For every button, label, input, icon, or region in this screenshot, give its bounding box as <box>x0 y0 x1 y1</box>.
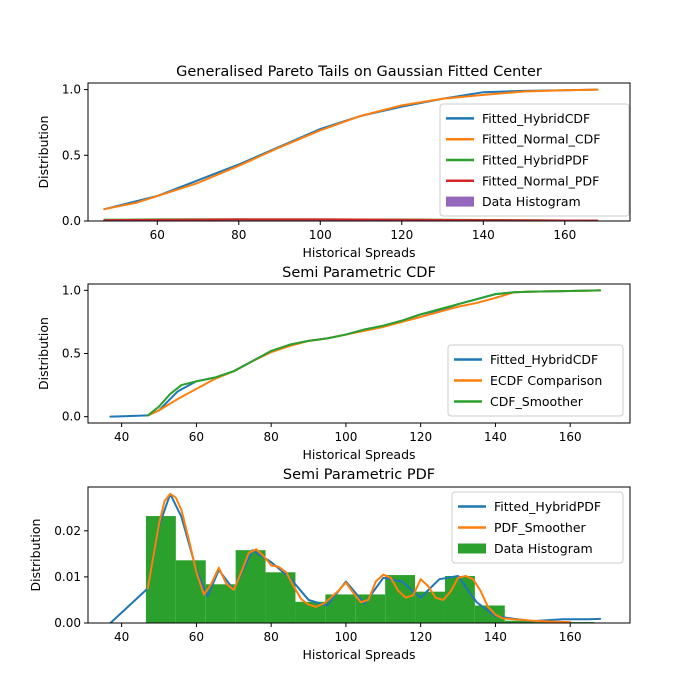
chart-title: Semi Parametric PDF <box>283 467 435 483</box>
x-tick-label: 40 <box>114 630 129 644</box>
y-axis-label: Distribution <box>28 519 43 592</box>
histogram-bar <box>385 575 416 623</box>
x-tick-label: 160 <box>559 430 582 444</box>
histogram-bar <box>504 620 535 623</box>
y-tick-label: 0.5 <box>62 347 81 361</box>
legend-entry: Data Histogram <box>446 194 581 209</box>
legend-entry: Fitted_HybridPDF <box>458 499 601 514</box>
x-tick-label: 120 <box>409 630 432 644</box>
x-tick-label: 100 <box>334 630 357 644</box>
subplot-1: 60 80 100 120 140 160 0.0 0.5 1.0 Generalised Par… <box>36 64 631 260</box>
legend-entry: Fitted_HybridCDF <box>446 111 590 126</box>
x-tick-label: 80 <box>231 228 246 242</box>
x-axis-label: Historical Spreads <box>302 245 415 260</box>
series-line-1 <box>146 492 572 623</box>
y-tick-label: 0.02 <box>54 524 81 538</box>
y-axis-label: Distribution <box>36 116 51 189</box>
x-tick-label: 80 <box>264 430 279 444</box>
x-axis-label: Historical Spreads <box>302 647 415 662</box>
legend-swatch <box>446 196 474 207</box>
legend-label: Data Histogram <box>494 541 593 556</box>
subplot-2: 40 60 80 100 120 140 160 0.0 0.5 1.0 Semi Parametr… <box>36 265 631 462</box>
legend-label: Fitted_Normal_CDF <box>482 132 600 147</box>
legend: Fitted_HybridCDF Fitted_Normal_CDF Fitted_… <box>439 103 630 217</box>
x-tick-label: 160 <box>553 228 576 242</box>
legend-entry: Fitted_Normal_PDF <box>446 173 599 188</box>
x-tick-label: 40 <box>114 430 129 444</box>
legend-entry: ECDF Comparison <box>454 373 602 388</box>
legend-entry: Data Histogram <box>458 541 593 556</box>
y-tick-label: 0.00 <box>54 616 81 630</box>
x-tick-label: 60 <box>189 630 204 644</box>
legend-label: Fitted_HybridCDF <box>490 352 598 367</box>
x-tick-label: 140 <box>484 630 507 644</box>
axes-frame <box>87 82 631 222</box>
x-tick-label: 140 <box>472 228 495 242</box>
series-line-2 <box>146 289 602 417</box>
chart-title: Semi Parametric CDF <box>282 265 436 281</box>
legend-entry: Fitted_HybridCDF <box>454 352 598 367</box>
x-tick-label: 160 <box>559 630 582 644</box>
x-axis-label: Historical Spreads <box>302 447 415 462</box>
legend-label: PDF_Smoother <box>494 520 587 535</box>
legend-entry: PDF_Smoother <box>458 520 587 535</box>
y-tick-label: 1.0 <box>62 83 81 97</box>
y-tick-label: 0.0 <box>62 214 81 228</box>
legend-label: Data Histogram <box>482 194 581 209</box>
legend-label: ECDF Comparison <box>490 373 602 388</box>
x-tick-label: 100 <box>334 430 357 444</box>
x-tick-label: 120 <box>390 228 413 242</box>
legend-swatch <box>458 543 486 554</box>
histogram-bar <box>235 550 266 623</box>
legend-label: Fitted_Normal_PDF <box>482 173 599 188</box>
plot-area <box>109 492 602 623</box>
legend-entry: Fitted_HybridPDF <box>446 153 589 168</box>
legend-label: Fitted_HybridCDF <box>482 111 590 126</box>
y-tick-label: 0.5 <box>62 148 81 162</box>
plot-area <box>109 289 602 418</box>
x-tick-label: 100 <box>309 228 332 242</box>
chart-title: Generalised Pareto Tails on Gaussian Fit… <box>176 64 542 80</box>
x-tick-label: 80 <box>264 630 279 644</box>
legend: Fitted_HybridCDF ECDF Comparison CDF_Smoot… <box>447 344 624 417</box>
x-tick-label: 140 <box>484 430 507 444</box>
x-tick-label: 60 <box>150 228 165 242</box>
legend-box <box>451 491 624 564</box>
legend-label: CDF_Smoother <box>490 394 584 409</box>
legend-box <box>447 344 624 417</box>
y-tick-label: 0.01 <box>54 570 81 584</box>
histogram-bar <box>444 575 475 623</box>
legend-label: Fitted_HybridPDF <box>482 153 589 168</box>
x-tick-label: 60 <box>189 430 204 444</box>
y-tick-label: 1.0 <box>62 283 81 297</box>
histogram-bar <box>175 560 206 623</box>
legend: Fitted_HybridPDF PDF_Smoother Data Histogr… <box>451 491 624 564</box>
y-tick-label: 0.0 <box>62 410 81 424</box>
histogram-bar <box>474 605 505 623</box>
legend-entry: Fitted_Normal_CDF <box>446 132 600 147</box>
subplot-3: 40 60 80 100 120 140 160 0.00 0.01 0.02 Semi Param… <box>28 467 631 662</box>
legend-label: Fitted_HybridPDF <box>494 499 601 514</box>
y-axis-label: Distribution <box>36 317 51 390</box>
legend-entry: CDF_Smoother <box>454 394 584 409</box>
legend-box <box>439 103 630 217</box>
axes-frame <box>87 486 631 624</box>
x-tick-label: 120 <box>409 430 432 444</box>
series-line-1 <box>103 88 599 211</box>
